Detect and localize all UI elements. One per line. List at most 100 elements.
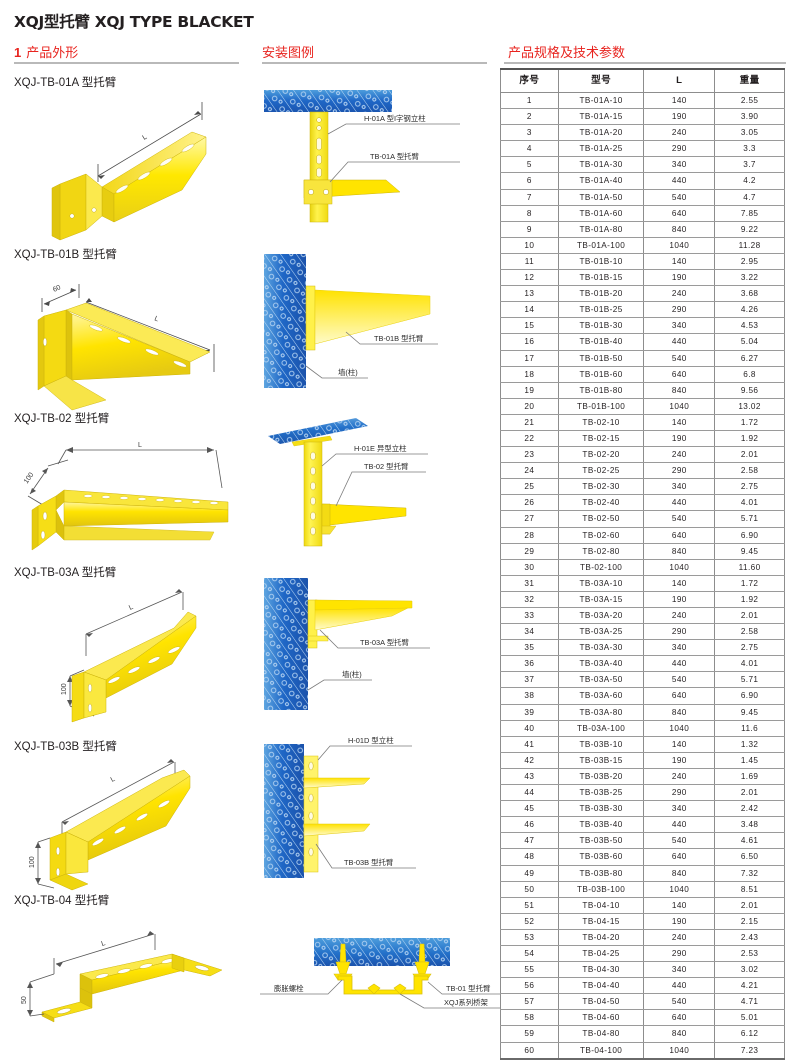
cell-length: 190 bbox=[643, 913, 716, 930]
table-row: 30 TB-02-100 1040 11.60 bbox=[500, 559, 785, 576]
table-row: 19 TB-01B-80 840 9.56 bbox=[500, 382, 785, 399]
cell-length: 540 bbox=[643, 671, 716, 689]
table-row: 4 TB-01A-25 290 3.3 bbox=[500, 140, 785, 158]
cell-index: 24 bbox=[500, 462, 559, 480]
product-label-tb03b: XQJ-TB-03B 型托臂 bbox=[14, 741, 117, 753]
cell-model: TB-01B-40 bbox=[557, 333, 645, 351]
cell-weight: 6.90 bbox=[714, 687, 785, 705]
column-header-index: 序号 bbox=[500, 68, 559, 93]
table-row: 10 TB-01A-100 1040 11.28 bbox=[500, 237, 785, 254]
cell-model: TB-04-60 bbox=[557, 1009, 645, 1027]
cell-model: TB-01A-40 bbox=[557, 172, 645, 190]
table-row: 33 TB-03A-20 240 2.01 bbox=[500, 607, 785, 625]
cell-weight: 9.45 bbox=[714, 543, 785, 560]
cell-index: 50 bbox=[500, 881, 559, 898]
cell-weight: 7.23 bbox=[714, 1042, 785, 1060]
cell-index: 20 bbox=[500, 398, 559, 415]
cell-model: TB-01B-60 bbox=[557, 366, 645, 383]
install-diagram-2: TB-01B 型托臂 墙(柱) bbox=[260, 248, 500, 398]
table-row: 37 TB-03A-50 540 5.71 bbox=[500, 671, 785, 689]
cell-length: 540 bbox=[643, 510, 716, 528]
cell-weight: 2.01 bbox=[714, 897, 785, 914]
cell-length: 140 bbox=[643, 414, 716, 431]
callout-anchor-bolt: 膨胀螺栓 bbox=[274, 984, 304, 993]
install-diagram-6: 膨胀螺栓 TB-01 型托臂 XQJ系列桥架 bbox=[238, 932, 506, 1028]
cell-model: TB-03B-10 bbox=[557, 736, 645, 753]
cell-length: 240 bbox=[643, 768, 716, 786]
cell-length: 140 bbox=[643, 253, 716, 271]
cell-model: TB-04-25 bbox=[557, 945, 645, 963]
dim-100: 100 bbox=[61, 683, 68, 695]
cell-index: 52 bbox=[500, 913, 559, 930]
cell-model: TB-04-100 bbox=[557, 1042, 645, 1060]
cell-length: 190 bbox=[643, 108, 716, 126]
svg-text:L: L bbox=[128, 604, 135, 612]
cell-length: 190 bbox=[643, 752, 716, 769]
cell-weight: 11.6 bbox=[714, 720, 785, 737]
cell-length: 340 bbox=[643, 478, 716, 496]
cell-index: 1 bbox=[500, 92, 559, 110]
cell-weight: 4.26 bbox=[714, 301, 785, 319]
cell-weight: 1.72 bbox=[714, 575, 785, 592]
install-diagram-column: H-01A 型I字钢立柱 TB-01A 型托臂 bbox=[252, 0, 500, 1030]
cell-index: 51 bbox=[500, 897, 559, 914]
cell-model: TB-01B-15 bbox=[557, 269, 645, 287]
cell-weight: 3.05 bbox=[714, 124, 785, 142]
table-row: 49 TB-03B-80 840 7.32 bbox=[500, 865, 785, 882]
cell-length: 840 bbox=[643, 221, 716, 238]
callout-xqj-tray: XQJ系列桥架 bbox=[444, 998, 489, 1007]
cell-model: TB-03A-80 bbox=[557, 704, 645, 721]
cell-model: TB-01A-100 bbox=[557, 237, 645, 254]
table-row: 17 TB-01B-50 540 6.27 bbox=[500, 350, 785, 367]
callout-tb01b: TB-01B 型托臂 bbox=[374, 334, 424, 343]
table-row: 1 TB-01A-10 140 2.55 bbox=[500, 92, 785, 110]
callout-tb01a: TB-01A 型托臂 bbox=[370, 152, 419, 161]
cell-model: TB-01B-50 bbox=[557, 350, 645, 367]
cell-length: 640 bbox=[643, 527, 716, 544]
cell-model: TB-02-20 bbox=[557, 446, 645, 464]
table-row: 3 TB-01A-20 240 3.05 bbox=[500, 124, 785, 142]
cell-length: 1040 bbox=[643, 398, 716, 415]
cell-model: TB-01A-50 bbox=[557, 189, 645, 206]
cell-model: TB-04-20 bbox=[557, 929, 645, 946]
cell-length: 240 bbox=[643, 929, 716, 946]
cell-length: 340 bbox=[643, 156, 716, 174]
callout-h01e: H-01E 异型立柱 bbox=[354, 444, 407, 453]
cell-length: 840 bbox=[643, 704, 716, 721]
cell-model: TB-04-30 bbox=[557, 961, 645, 979]
cell-model: TB-04-50 bbox=[557, 993, 645, 1011]
cell-index: 38 bbox=[500, 687, 559, 705]
dim-100: 100 bbox=[23, 471, 35, 485]
cell-weight: 5.71 bbox=[714, 671, 785, 689]
cell-model: TB-03B-50 bbox=[557, 832, 645, 850]
table-row: 24 TB-02-25 290 2.58 bbox=[500, 462, 785, 480]
cell-weight: 4.61 bbox=[714, 832, 785, 850]
section-label: 安装图例 bbox=[262, 45, 315, 60]
cell-index: 26 bbox=[500, 494, 559, 512]
cell-index: 55 bbox=[500, 961, 559, 979]
svg-text:L: L bbox=[141, 134, 148, 142]
dim-60: 60 bbox=[52, 284, 62, 294]
section-label: 产品外形 bbox=[26, 45, 79, 60]
cell-index: 11 bbox=[500, 253, 559, 271]
cell-index: 57 bbox=[500, 993, 559, 1011]
table-row: 43 TB-03B-20 240 1.69 bbox=[500, 768, 785, 786]
cell-length: 640 bbox=[643, 366, 716, 383]
cell-index: 16 bbox=[500, 333, 559, 351]
cell-weight: 6.50 bbox=[714, 848, 785, 866]
install-diagram-3: H-01E 异型立柱 TB-02 型托臂 bbox=[260, 408, 500, 558]
cell-weight: 3.48 bbox=[714, 816, 785, 834]
cell-index: 9 bbox=[500, 221, 559, 238]
cell-length: 1040 bbox=[643, 1042, 716, 1060]
cell-weight: 9.56 bbox=[714, 382, 785, 399]
cell-index: 44 bbox=[500, 784, 559, 802]
table-row: 47 TB-03B-50 540 4.61 bbox=[500, 832, 785, 850]
cell-index: 34 bbox=[500, 623, 559, 641]
cell-model: TB-01A-25 bbox=[557, 140, 645, 158]
cell-length: 440 bbox=[643, 816, 716, 834]
cell-index: 59 bbox=[500, 1025, 559, 1043]
callout-tb03b: TB-03B 型托臂 bbox=[344, 858, 394, 867]
cell-model: TB-04-15 bbox=[557, 913, 645, 930]
cell-length: 840 bbox=[643, 543, 716, 560]
cell-weight: 4.53 bbox=[714, 317, 785, 335]
